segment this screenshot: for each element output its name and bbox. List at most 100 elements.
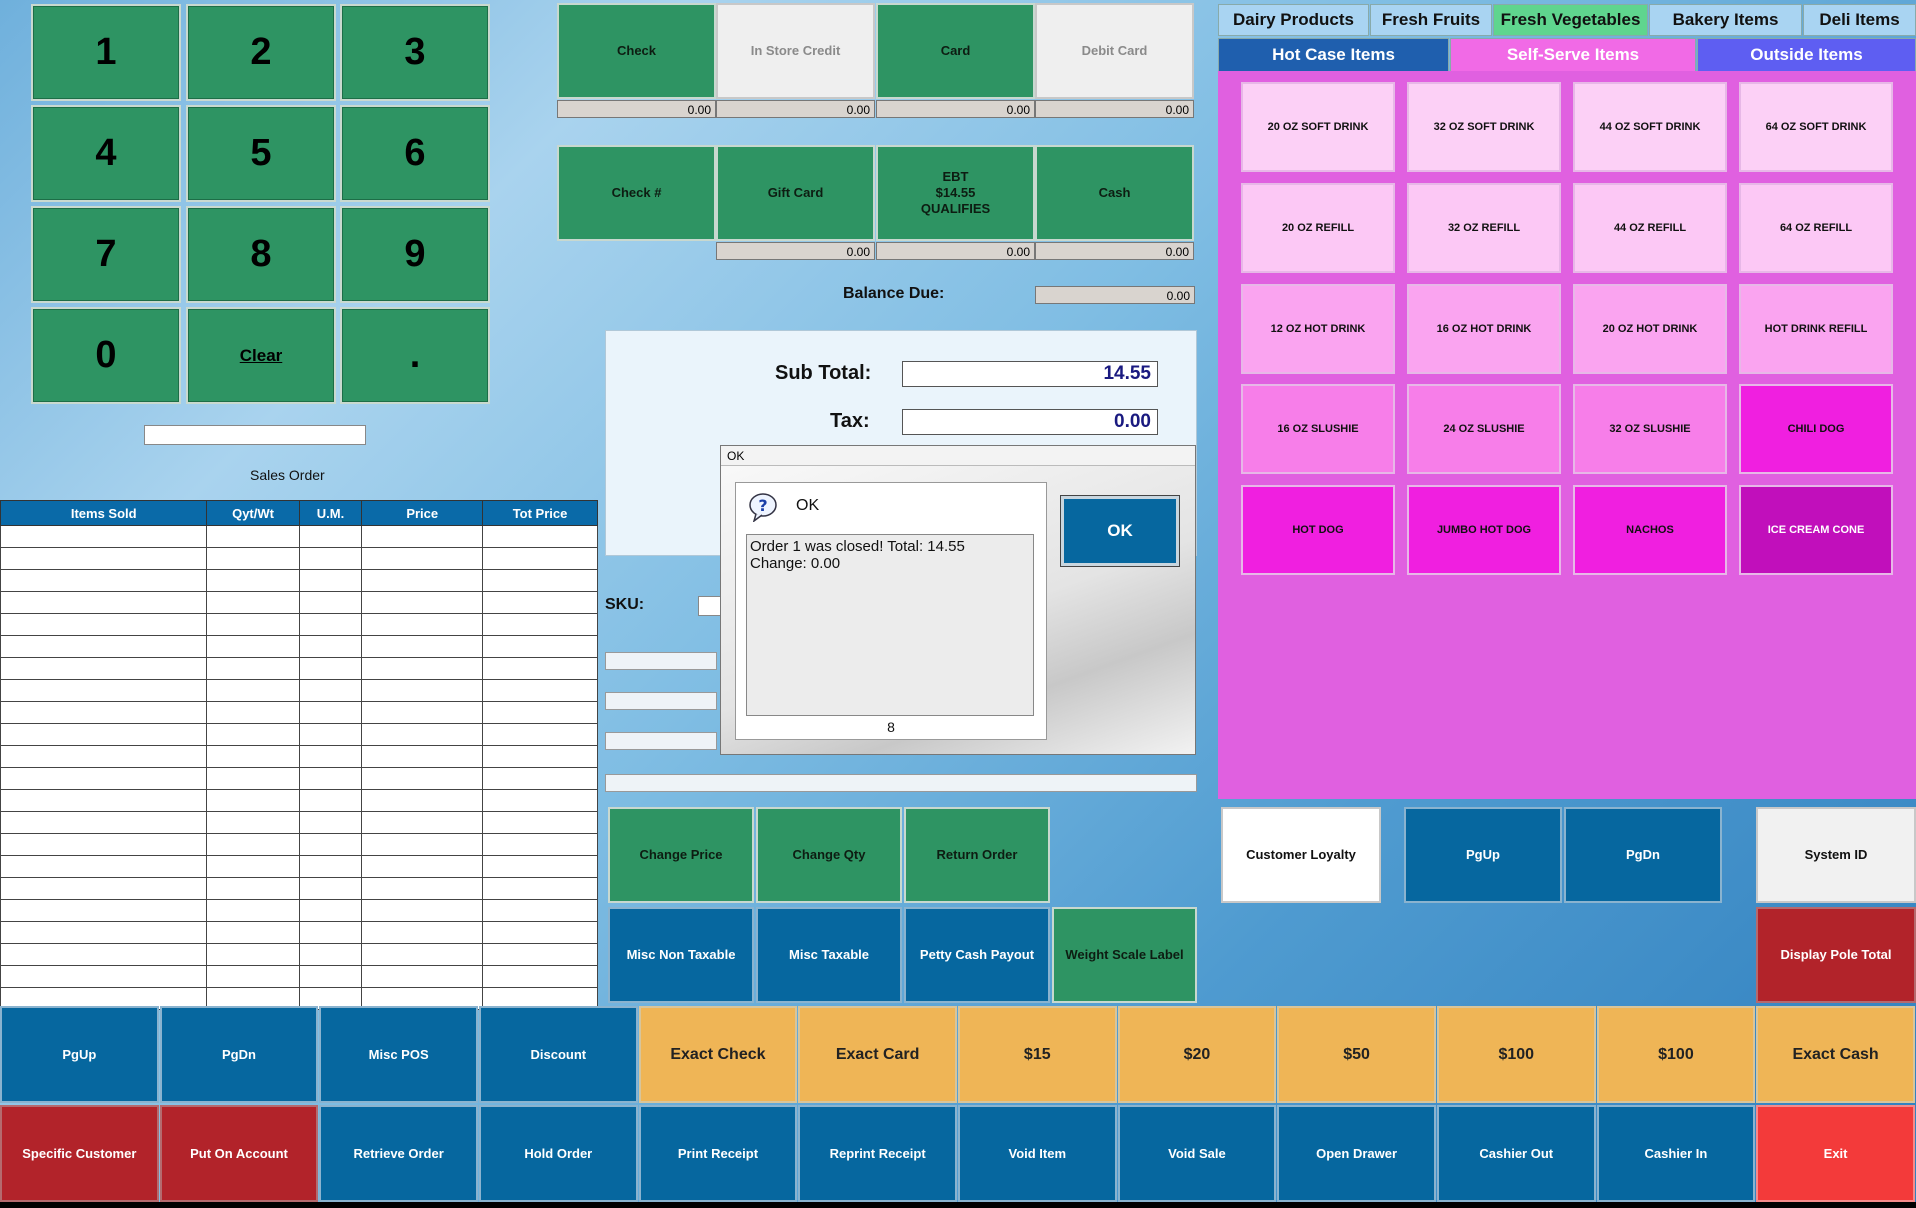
keypad-key-8[interactable]: 8 <box>186 206 336 303</box>
table-row[interactable] <box>0 767 598 790</box>
misc-taxable-button[interactable]: Misc Taxable <box>756 907 902 1003</box>
table-row[interactable] <box>0 789 598 812</box>
toolbar2-void-item-6-button[interactable]: Void Item <box>957 1105 1117 1202</box>
table-row[interactable] <box>0 701 598 724</box>
tab-hot-case-items[interactable]: Hot Case Items <box>1218 38 1449 72</box>
keypad-key-clear[interactable]: Clear <box>186 307 336 404</box>
sales-order-input[interactable] <box>144 425 366 445</box>
toolbar2-specific-customer-0-button[interactable]: Specific Customer <box>0 1105 159 1202</box>
toolbar2-open-drawer-8-button[interactable]: Open Drawer <box>1277 1105 1436 1202</box>
table-row[interactable] <box>0 679 598 702</box>
item-44-oz-refill-button[interactable]: 44 OZ REFILL <box>1573 183 1727 273</box>
item-20-oz-refill-button[interactable]: 20 OZ REFILL <box>1241 183 1395 273</box>
display-pole-total-button[interactable]: Display Pole Total <box>1756 907 1916 1003</box>
table-row[interactable] <box>0 613 598 636</box>
misc-non-taxable-button[interactable]: Misc Non Taxable <box>608 907 754 1003</box>
tender-ebt-button[interactable]: EBT $14.55 QUALIFIES <box>876 145 1035 241</box>
item-32-oz-slushie-button[interactable]: 32 OZ SLUSHIE <box>1573 384 1727 474</box>
keypad-key-2[interactable]: 2 <box>186 4 336 101</box>
item-24-oz-slushie-button[interactable]: 24 OZ SLUSHIE <box>1407 384 1561 474</box>
dialog-ok-button[interactable]: OK <box>1060 495 1180 567</box>
keypad-key-9[interactable]: 9 <box>340 206 490 303</box>
toolbar-exact-card-5-button[interactable]: Exact Card <box>798 1006 957 1103</box>
toolbar-misc-pos-2-button[interactable]: Misc POS <box>319 1006 478 1103</box>
item-20-oz-soft-drink-button[interactable]: 20 OZ SOFT DRINK <box>1241 82 1395 172</box>
tab-fresh-fruits[interactable]: Fresh Fruits <box>1370 4 1492 36</box>
side-pgup-button[interactable]: PgUp <box>1404 807 1562 903</box>
table-row[interactable] <box>0 921 598 944</box>
tab-bakery-items[interactable]: Bakery Items <box>1649 4 1802 36</box>
table-row[interactable] <box>0 547 598 570</box>
return-order-button[interactable]: Return Order <box>904 807 1050 903</box>
table-row[interactable] <box>0 569 598 592</box>
toolbar-exact-cash-11-button[interactable]: Exact Cash <box>1756 1006 1915 1103</box>
customer-loyalty-button[interactable]: Customer Loyalty <box>1221 807 1381 903</box>
tender-check-button[interactable]: Check <box>557 3 716 99</box>
item-nachos-button[interactable]: NACHOS <box>1573 485 1727 575</box>
keypad-key-4[interactable]: 4 <box>31 105 181 202</box>
item-16-oz-hot-drink-button[interactable]: 16 OZ HOT DRINK <box>1407 284 1561 374</box>
toolbar2-exit-11-button[interactable]: Exit <box>1756 1105 1915 1202</box>
toolbar2-put-on-account-1-button[interactable]: Put On Account <box>159 1105 319 1202</box>
keypad-key-0[interactable]: 0 <box>31 307 181 404</box>
item-32-oz-refill-button[interactable]: 32 OZ REFILL <box>1407 183 1561 273</box>
tender-cash-button[interactable]: Cash <box>1035 145 1194 241</box>
tender-card-button[interactable]: Card <box>876 3 1035 99</box>
column-header-items-sold[interactable]: Items Sold <box>0 500 208 526</box>
keypad-key-3[interactable]: 3 <box>340 4 490 101</box>
item-64-oz-refill-button[interactable]: 64 OZ REFILL <box>1739 183 1893 273</box>
keypad-key-1[interactable]: 1 <box>31 4 181 101</box>
item-64-oz-soft-drink-button[interactable]: 64 OZ SOFT DRINK <box>1739 82 1893 172</box>
table-row[interactable] <box>0 877 598 900</box>
tender-gift-card-button[interactable]: Gift Card <box>716 145 875 241</box>
toolbar-15-6-button[interactable]: $15 <box>957 1006 1117 1103</box>
table-row[interactable] <box>0 811 598 834</box>
item-32-oz-soft-drink-button[interactable]: 32 OZ SOFT DRINK <box>1407 82 1561 172</box>
tab-outside-items[interactable]: Outside Items <box>1697 38 1916 72</box>
table-row[interactable] <box>0 965 598 988</box>
keypad-key-5[interactable]: 5 <box>186 105 336 202</box>
column-header-u-m[interactable]: U.M. <box>298 500 363 526</box>
table-row[interactable] <box>0 723 598 746</box>
toolbar2-reprint-receipt-5-button[interactable]: Reprint Receipt <box>798 1105 957 1202</box>
toolbar-pgdn-1-button[interactable]: PgDn <box>159 1006 319 1103</box>
tab-self-serve-items[interactable]: Self-Serve Items <box>1450 38 1696 72</box>
tender-check-button[interactable]: Check # <box>557 145 716 241</box>
toolbar-pgup-0-button[interactable]: PgUp <box>0 1006 159 1103</box>
item-44-oz-soft-drink-button[interactable]: 44 OZ SOFT DRINK <box>1573 82 1727 172</box>
item-ice-cream-cone-button[interactable]: ICE CREAM CONE <box>1739 485 1893 575</box>
table-row[interactable] <box>0 525 598 548</box>
item-jumbo-hot-dog-button[interactable]: JUMBO HOT DOG <box>1407 485 1561 575</box>
table-row[interactable] <box>0 899 598 922</box>
change-qty-button[interactable]: Change Qty <box>756 807 902 903</box>
toolbar-exact-check-4-button[interactable]: Exact Check <box>638 1006 798 1103</box>
toolbar-20-7-button[interactable]: $20 <box>1117 1006 1277 1103</box>
toolbar2-hold-order-3-button[interactable]: Hold Order <box>478 1105 638 1202</box>
item-12-oz-hot-drink-button[interactable]: 12 OZ HOT DRINK <box>1241 284 1395 374</box>
table-row[interactable] <box>0 657 598 680</box>
system-id-button[interactable]: System ID <box>1756 807 1916 903</box>
side-pgdn-button[interactable]: PgDn <box>1564 807 1722 903</box>
table-row[interactable] <box>0 833 598 856</box>
table-row[interactable] <box>0 591 598 614</box>
column-header-tot-price[interactable]: Tot Price <box>482 500 598 526</box>
toolbar-100-10-button[interactable]: $100 <box>1596 1006 1756 1103</box>
table-row[interactable] <box>0 635 598 658</box>
keypad-key-dot[interactable]: . <box>340 307 490 404</box>
item-hot-drink-refill-button[interactable]: HOT DRINK REFILL <box>1739 284 1893 374</box>
table-row[interactable] <box>0 745 598 768</box>
item-chili-dog-button[interactable]: CHILI DOG <box>1739 384 1893 474</box>
item-hot-dog-button[interactable]: HOT DOG <box>1241 485 1395 575</box>
tab-dairy-products[interactable]: Dairy Products <box>1218 4 1369 36</box>
table-row[interactable] <box>0 943 598 966</box>
toolbar-discount-3-button[interactable]: Discount <box>478 1006 638 1103</box>
toolbar2-void-sale-7-button[interactable]: Void Sale <box>1117 1105 1277 1202</box>
tender-debit-card-button[interactable]: Debit Card <box>1035 3 1194 99</box>
toolbar2-print-receipt-4-button[interactable]: Print Receipt <box>638 1105 798 1202</box>
item-16-oz-slushie-button[interactable]: 16 OZ SLUSHIE <box>1241 384 1395 474</box>
toolbar-100-9-button[interactable]: $100 <box>1436 1006 1596 1103</box>
tab-deli-items[interactable]: Deli Items <box>1803 4 1916 36</box>
toolbar-50-8-button[interactable]: $50 <box>1277 1006 1436 1103</box>
column-header-price[interactable]: Price <box>361 500 484 526</box>
change-price-button[interactable]: Change Price <box>608 807 754 903</box>
